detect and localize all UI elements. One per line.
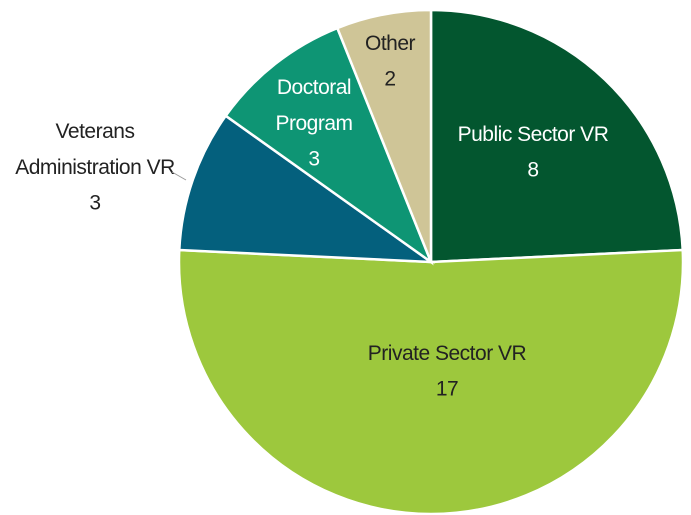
pie-slice	[177, 114, 436, 264]
pie-slice	[177, 248, 685, 515]
slice-value: 17	[436, 378, 458, 401]
label-line: Program	[275, 112, 352, 135]
leader-line	[171, 171, 187, 181]
label-line: Veterans	[56, 120, 135, 143]
slice-value: 3	[89, 192, 100, 215]
slice-value: 8	[527, 159, 538, 182]
pie-slice	[429, 8, 685, 264]
label-line: Doctoral	[277, 76, 351, 99]
slice-value: 3	[308, 148, 319, 171]
slice-label: Other	[365, 32, 416, 55]
slice-label: Public Sector VR	[458, 123, 609, 146]
pie-slice	[223, 26, 434, 266]
label-line: Other	[365, 32, 416, 55]
label-line: Private Sector VR	[368, 342, 527, 365]
slice-label: Private Sector VR	[368, 342, 527, 365]
label-line: Administration VR	[15, 156, 175, 179]
slice-value: 2	[384, 68, 395, 91]
label-line: Public Sector VR	[458, 123, 609, 146]
slice-label: Doctoral Program	[275, 76, 352, 135]
slice-label: Veterans Administration VR	[15, 120, 175, 179]
pie-slice	[335, 8, 433, 263]
